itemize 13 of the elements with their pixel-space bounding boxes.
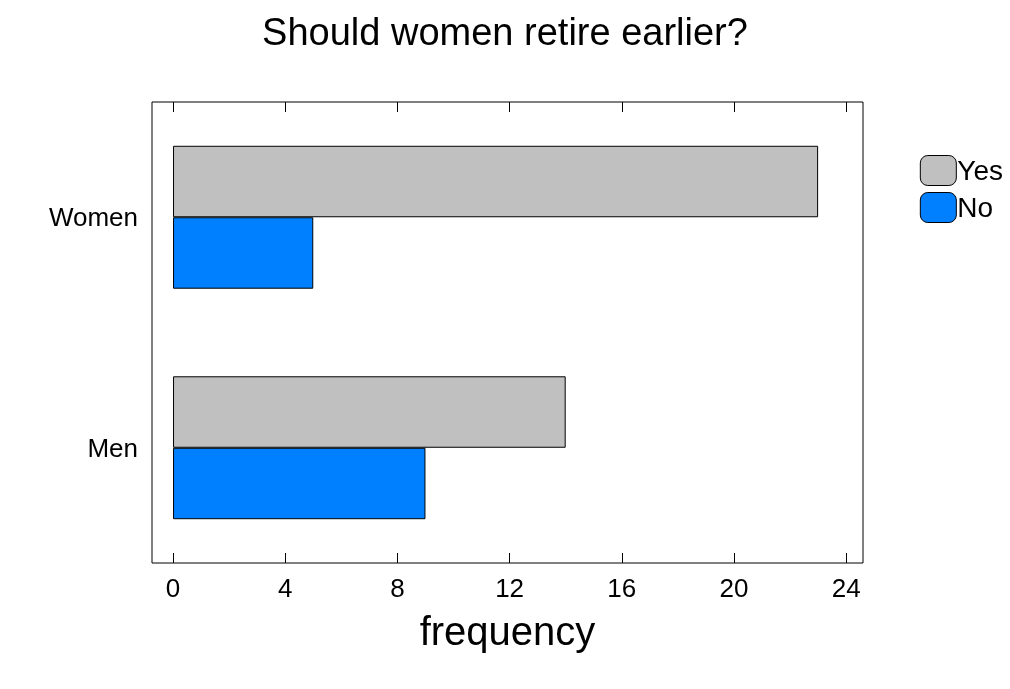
y-tick-label: Men [87, 432, 138, 463]
x-tick-label: 4 [277, 573, 293, 603]
x-tick-label: 0 [165, 573, 181, 603]
x-tick-label: 20 [719, 573, 749, 603]
legend-label: No [957, 192, 994, 223]
x-tick-label: 16 [607, 573, 637, 603]
x-tick-label: 24 [831, 573, 861, 603]
x-axis-title: frequency [419, 609, 596, 653]
legend-label: Yes [957, 155, 1004, 186]
x-tick-label: 8 [390, 573, 405, 603]
x-tick-label: 12 [495, 573, 525, 603]
y-tick-label: Women [48, 202, 138, 233]
chart-title: Should women retire earlier? [262, 11, 748, 53]
